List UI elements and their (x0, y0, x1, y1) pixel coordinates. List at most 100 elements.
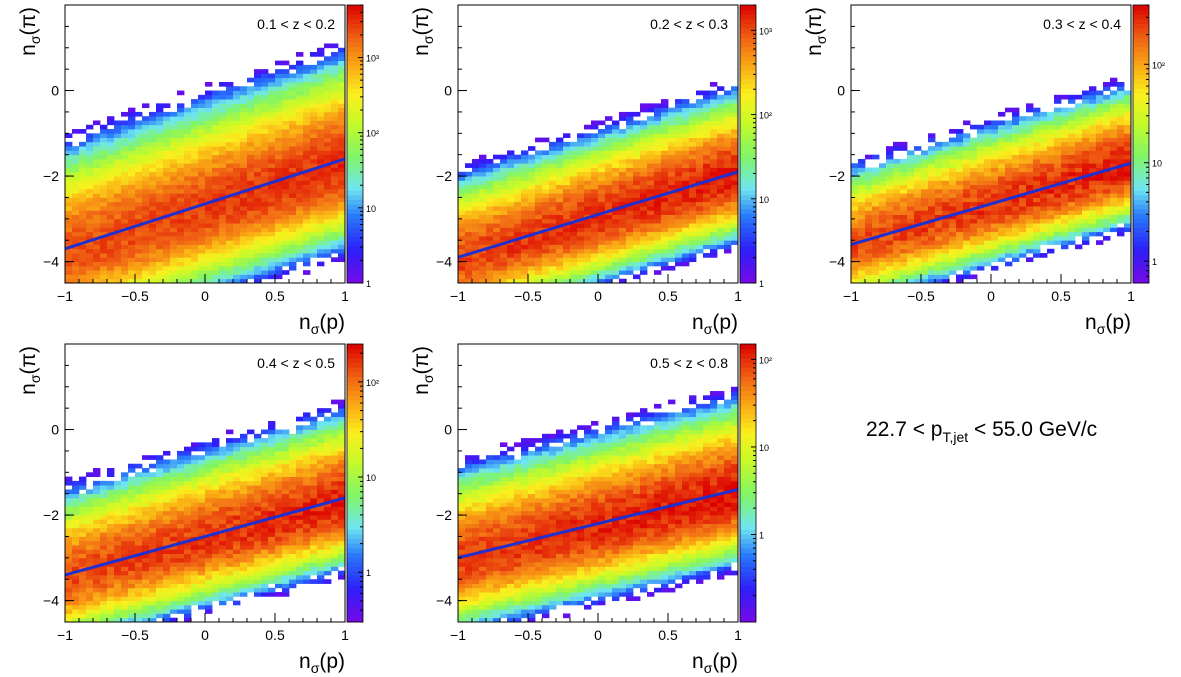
histogram-cell (1026, 223, 1034, 228)
histogram-cell (1012, 227, 1020, 233)
histogram-cell (921, 244, 929, 250)
histogram-cell (886, 235, 894, 241)
histogram-cell (93, 227, 101, 233)
histogram-cell (184, 163, 192, 168)
histogram-cell (289, 99, 297, 104)
histogram-cell (1012, 240, 1020, 245)
histogram-cell (1040, 184, 1048, 190)
x-tick-label: 0 (201, 288, 209, 304)
histogram-cell (956, 193, 964, 198)
histogram-cell (317, 201, 325, 207)
histogram-cell (212, 167, 220, 173)
histogram-cell (1117, 150, 1125, 156)
histogram-cell (191, 103, 199, 109)
histogram-cell (907, 158, 915, 164)
histogram-cell (289, 201, 297, 207)
histogram-cell (100, 193, 108, 198)
histogram-cell (1082, 235, 1090, 241)
histogram-cell (570, 146, 578, 151)
histogram-cell (661, 253, 669, 258)
histogram-cell (219, 158, 227, 164)
histogram-cell (1033, 141, 1041, 147)
histogram-cell (710, 253, 718, 258)
histogram-cell (1082, 146, 1090, 151)
histogram-cell (212, 158, 220, 164)
histogram-cell (724, 133, 732, 138)
histogram-cell (212, 103, 220, 109)
histogram-cell (338, 103, 346, 109)
histogram-cell (128, 111, 136, 117)
histogram-cell (668, 120, 676, 126)
histogram-cell (240, 99, 248, 104)
histogram-cell (1033, 146, 1041, 151)
histogram-cell (254, 171, 262, 177)
histogram-cell (296, 210, 304, 215)
histogram-cell (717, 235, 725, 241)
histogram-cell (282, 141, 290, 147)
histogram-cell (1124, 188, 1132, 194)
histogram-cell (577, 253, 585, 258)
histogram-cell (275, 154, 283, 160)
histogram-cell (949, 167, 957, 173)
histogram-cell (121, 201, 129, 207)
histogram-cell (886, 184, 894, 190)
histogram-cell (963, 206, 971, 211)
histogram-cell (191, 129, 199, 134)
histogram-cell (135, 129, 143, 134)
histogram-cell (121, 274, 129, 280)
histogram-cell (956, 180, 964, 186)
histogram-cell (289, 150, 297, 156)
histogram-cell (170, 146, 178, 151)
histogram-cell (1012, 257, 1020, 263)
histogram-cell (956, 248, 964, 254)
histogram-cell (921, 163, 929, 168)
histogram-cell (479, 206, 487, 211)
histogram-cell (240, 150, 248, 156)
histogram-cell (247, 270, 255, 275)
histogram-cell (1019, 240, 1027, 245)
histogram-cell (584, 163, 592, 168)
histogram-cell (577, 248, 585, 254)
histogram-cell (998, 150, 1006, 156)
histogram-cell (219, 154, 227, 160)
histogram-cell (493, 201, 501, 207)
histogram-cell (1054, 141, 1062, 147)
histogram-cell (72, 587, 80, 593)
histogram-cell (205, 248, 213, 254)
histogram-cell (233, 184, 241, 190)
histogram-cell (296, 103, 304, 109)
colorbar-segment (740, 259, 756, 265)
histogram-cell (991, 171, 999, 177)
histogram-cell (542, 167, 550, 173)
histogram-cell (1054, 206, 1062, 211)
histogram-cell (135, 163, 143, 168)
histogram-cell (998, 184, 1006, 190)
histogram-cell (661, 137, 669, 143)
histogram-cell (493, 197, 501, 203)
histogram-cell (1047, 227, 1055, 233)
histogram-cell (935, 261, 943, 267)
histogram-cell (324, 188, 332, 194)
histogram-cell (184, 201, 192, 207)
histogram-cell (984, 248, 992, 254)
histogram-cell (921, 167, 929, 173)
histogram-cell (177, 137, 185, 143)
histogram-cell (261, 261, 269, 267)
histogram-cell (268, 103, 276, 109)
histogram-cell (1054, 99, 1062, 104)
histogram-cell (486, 171, 494, 177)
histogram-cell (872, 167, 880, 173)
histogram-cell (1040, 141, 1048, 147)
histogram-cell (633, 137, 641, 143)
colorbar-segment (1133, 130, 1149, 136)
histogram-cell (1012, 120, 1020, 126)
histogram-cell (724, 223, 732, 228)
histogram-cell (563, 176, 571, 181)
histogram-cell (205, 278, 213, 284)
histogram-cell (984, 146, 992, 151)
histogram-cell (458, 201, 466, 207)
histogram-cell (612, 171, 620, 177)
histogram-cell (296, 240, 304, 245)
histogram-cell (212, 218, 220, 224)
histogram-cell (303, 141, 311, 147)
